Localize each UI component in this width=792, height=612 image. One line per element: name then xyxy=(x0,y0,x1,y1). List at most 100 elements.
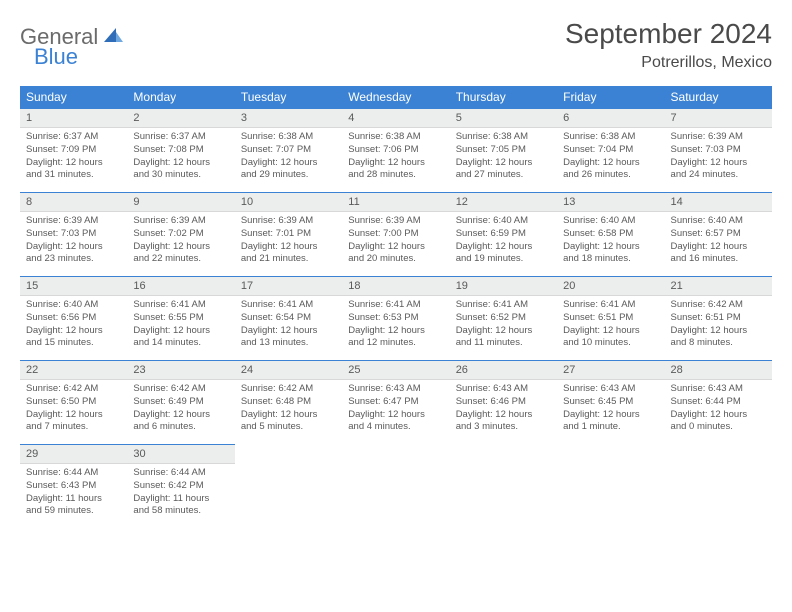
day-line-day2: and 18 minutes. xyxy=(563,253,658,266)
calendar-cell: 22Sunrise: 6:42 AMSunset: 6:50 PMDayligh… xyxy=(20,360,127,444)
day-line-sunset: Sunset: 7:06 PM xyxy=(348,144,443,157)
day-line-day1: Daylight: 12 hours xyxy=(133,241,228,254)
day-cell: 27Sunrise: 6:43 AMSunset: 6:45 PMDayligh… xyxy=(557,360,664,444)
day-body: Sunrise: 6:38 AMSunset: 7:05 PMDaylight:… xyxy=(450,128,557,188)
day-body: Sunrise: 6:39 AMSunset: 7:00 PMDaylight:… xyxy=(342,212,449,272)
day-body: Sunrise: 6:42 AMSunset: 6:50 PMDaylight:… xyxy=(20,380,127,440)
day-number: 16 xyxy=(127,277,234,296)
weekday-header: Thursday xyxy=(450,86,557,108)
day-line-day1: Daylight: 12 hours xyxy=(456,157,551,170)
day-line-sunrise: Sunrise: 6:38 AM xyxy=(563,131,658,144)
day-cell: 29Sunrise: 6:44 AMSunset: 6:43 PMDayligh… xyxy=(20,444,127,528)
day-line-sunset: Sunset: 6:51 PM xyxy=(671,312,766,325)
day-number: 9 xyxy=(127,193,234,212)
day-number: 25 xyxy=(342,361,449,380)
day-line-day1: Daylight: 12 hours xyxy=(563,241,658,254)
weekday-header: Saturday xyxy=(665,86,772,108)
day-line-day1: Daylight: 12 hours xyxy=(133,409,228,422)
day-line-sunrise: Sunrise: 6:41 AM xyxy=(456,299,551,312)
day-line-day2: and 10 minutes. xyxy=(563,337,658,350)
day-cell: 12Sunrise: 6:40 AMSunset: 6:59 PMDayligh… xyxy=(450,192,557,276)
calendar-cell: 26Sunrise: 6:43 AMSunset: 6:46 PMDayligh… xyxy=(450,360,557,444)
day-line-sunset: Sunset: 6:42 PM xyxy=(133,480,228,493)
calendar-cell: 25Sunrise: 6:43 AMSunset: 6:47 PMDayligh… xyxy=(342,360,449,444)
day-line-day1: Daylight: 12 hours xyxy=(133,325,228,338)
day-line-day2: and 24 minutes. xyxy=(671,169,766,182)
day-body: Sunrise: 6:43 AMSunset: 6:47 PMDaylight:… xyxy=(342,380,449,440)
day-cell: 21Sunrise: 6:42 AMSunset: 6:51 PMDayligh… xyxy=(665,276,772,360)
calendar-cell: 8Sunrise: 6:39 AMSunset: 7:03 PMDaylight… xyxy=(20,192,127,276)
calendar-cell: 4Sunrise: 6:38 AMSunset: 7:06 PMDaylight… xyxy=(342,108,449,192)
day-line-sunset: Sunset: 7:02 PM xyxy=(133,228,228,241)
day-line-sunset: Sunset: 7:05 PM xyxy=(456,144,551,157)
day-number: 1 xyxy=(20,109,127,128)
day-body: Sunrise: 6:40 AMSunset: 6:57 PMDaylight:… xyxy=(665,212,772,272)
calendar-cell: 15Sunrise: 6:40 AMSunset: 6:56 PMDayligh… xyxy=(20,276,127,360)
day-body: Sunrise: 6:40 AMSunset: 6:56 PMDaylight:… xyxy=(20,296,127,356)
calendar-cell: 6Sunrise: 6:38 AMSunset: 7:04 PMDaylight… xyxy=(557,108,664,192)
day-cell: 26Sunrise: 6:43 AMSunset: 6:46 PMDayligh… xyxy=(450,360,557,444)
day-number: 23 xyxy=(127,361,234,380)
day-line-sunset: Sunset: 7:00 PM xyxy=(348,228,443,241)
day-line-sunrise: Sunrise: 6:42 AM xyxy=(26,383,121,396)
day-body: Sunrise: 6:41 AMSunset: 6:53 PMDaylight:… xyxy=(342,296,449,356)
calendar-cell: 24Sunrise: 6:42 AMSunset: 6:48 PMDayligh… xyxy=(235,360,342,444)
day-number: 28 xyxy=(665,361,772,380)
day-number: 21 xyxy=(665,277,772,296)
day-body: Sunrise: 6:44 AMSunset: 6:42 PMDaylight:… xyxy=(127,464,234,524)
day-line-day2: and 12 minutes. xyxy=(348,337,443,350)
day-line-day1: Daylight: 12 hours xyxy=(241,241,336,254)
day-line-sunrise: Sunrise: 6:39 AM xyxy=(348,215,443,228)
day-body: Sunrise: 6:37 AMSunset: 7:09 PMDaylight:… xyxy=(20,128,127,188)
day-line-day2: and 22 minutes. xyxy=(133,253,228,266)
day-line-sunset: Sunset: 6:46 PM xyxy=(456,396,551,409)
calendar-cell: 1Sunrise: 6:37 AMSunset: 7:09 PMDaylight… xyxy=(20,108,127,192)
day-line-day2: and 14 minutes. xyxy=(133,337,228,350)
day-line-sunrise: Sunrise: 6:44 AM xyxy=(26,467,121,480)
calendar-cell: 13Sunrise: 6:40 AMSunset: 6:58 PMDayligh… xyxy=(557,192,664,276)
day-body: Sunrise: 6:43 AMSunset: 6:46 PMDaylight:… xyxy=(450,380,557,440)
day-number: 30 xyxy=(127,445,234,464)
calendar-cell: 7Sunrise: 6:39 AMSunset: 7:03 PMDaylight… xyxy=(665,108,772,192)
day-number: 2 xyxy=(127,109,234,128)
day-line-sunrise: Sunrise: 6:39 AM xyxy=(671,131,766,144)
day-line-day1: Daylight: 12 hours xyxy=(563,157,658,170)
day-number: 12 xyxy=(450,193,557,212)
day-line-day1: Daylight: 12 hours xyxy=(26,241,121,254)
day-cell: 24Sunrise: 6:42 AMSunset: 6:48 PMDayligh… xyxy=(235,360,342,444)
day-number: 26 xyxy=(450,361,557,380)
day-line-day1: Daylight: 12 hours xyxy=(563,409,658,422)
day-body: Sunrise: 6:39 AMSunset: 7:03 PMDaylight:… xyxy=(20,212,127,272)
day-line-sunrise: Sunrise: 6:44 AM xyxy=(133,467,228,480)
weekday-header: Monday xyxy=(127,86,234,108)
calendar-cell: 2Sunrise: 6:37 AMSunset: 7:08 PMDaylight… xyxy=(127,108,234,192)
calendar-cell: 20Sunrise: 6:41 AMSunset: 6:51 PMDayligh… xyxy=(557,276,664,360)
calendar-cell: 5Sunrise: 6:38 AMSunset: 7:05 PMDaylight… xyxy=(450,108,557,192)
day-cell: 16Sunrise: 6:41 AMSunset: 6:55 PMDayligh… xyxy=(127,276,234,360)
day-body: Sunrise: 6:42 AMSunset: 6:49 PMDaylight:… xyxy=(127,380,234,440)
day-line-sunrise: Sunrise: 6:41 AM xyxy=(241,299,336,312)
calendar-cell: 30Sunrise: 6:44 AMSunset: 6:42 PMDayligh… xyxy=(127,444,234,528)
calendar-body: 1Sunrise: 6:37 AMSunset: 7:09 PMDaylight… xyxy=(20,108,772,528)
day-cell: 23Sunrise: 6:42 AMSunset: 6:49 PMDayligh… xyxy=(127,360,234,444)
calendar-cell xyxy=(342,444,449,528)
day-line-day2: and 28 minutes. xyxy=(348,169,443,182)
day-body: Sunrise: 6:38 AMSunset: 7:04 PMDaylight:… xyxy=(557,128,664,188)
day-cell: 1Sunrise: 6:37 AMSunset: 7:09 PMDaylight… xyxy=(20,108,127,192)
calendar-week-row: 8Sunrise: 6:39 AMSunset: 7:03 PMDaylight… xyxy=(20,192,772,276)
day-line-sunset: Sunset: 6:44 PM xyxy=(671,396,766,409)
day-cell: 30Sunrise: 6:44 AMSunset: 6:42 PMDayligh… xyxy=(127,444,234,528)
day-cell: 19Sunrise: 6:41 AMSunset: 6:52 PMDayligh… xyxy=(450,276,557,360)
day-number: 7 xyxy=(665,109,772,128)
day-cell: 9Sunrise: 6:39 AMSunset: 7:02 PMDaylight… xyxy=(127,192,234,276)
day-cell: 14Sunrise: 6:40 AMSunset: 6:57 PMDayligh… xyxy=(665,192,772,276)
day-number: 8 xyxy=(20,193,127,212)
logo-sail-icon xyxy=(102,26,124,49)
day-number: 22 xyxy=(20,361,127,380)
day-line-sunset: Sunset: 6:56 PM xyxy=(26,312,121,325)
day-body: Sunrise: 6:41 AMSunset: 6:54 PMDaylight:… xyxy=(235,296,342,356)
day-line-sunset: Sunset: 6:48 PM xyxy=(241,396,336,409)
calendar-cell: 16Sunrise: 6:41 AMSunset: 6:55 PMDayligh… xyxy=(127,276,234,360)
day-line-sunset: Sunset: 6:43 PM xyxy=(26,480,121,493)
day-line-day1: Daylight: 12 hours xyxy=(348,241,443,254)
